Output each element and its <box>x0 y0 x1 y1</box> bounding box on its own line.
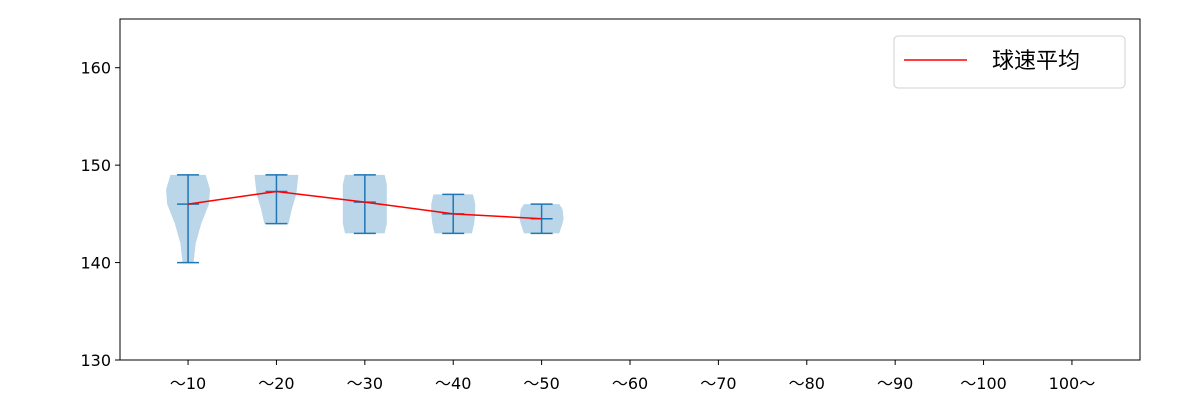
x-tick-label-7: ～80 <box>789 374 825 393</box>
y-tick-label-130: 130 <box>80 351 111 370</box>
y-tick-label-150: 150 <box>80 156 111 175</box>
x-tick-label-1: ～20 <box>258 374 294 393</box>
legend-box <box>893 35 1126 89</box>
y-tick-label-160: 160 <box>80 59 111 78</box>
x-tick-label-0: ～10 <box>170 374 206 393</box>
x-tick-label-10: 100～ <box>1049 374 1096 393</box>
x-tick-label-3: ～40 <box>435 374 471 393</box>
legend-label: 球速平均 <box>992 49 1080 74</box>
x-tick-label-8: ～90 <box>877 374 913 393</box>
legend: 球速平均 <box>893 35 1126 89</box>
x-tick-label-2: ～30 <box>347 374 383 393</box>
x-tick-label-4: ～50 <box>523 374 559 393</box>
x-tick-label-6: ～70 <box>700 374 736 393</box>
y-tick-label-140: 140 <box>80 254 111 273</box>
mean-line-0 <box>187 190 542 220</box>
x-tick-label-5: ～60 <box>612 374 648 393</box>
x-tick-label-9: ～100 <box>960 374 1007 393</box>
